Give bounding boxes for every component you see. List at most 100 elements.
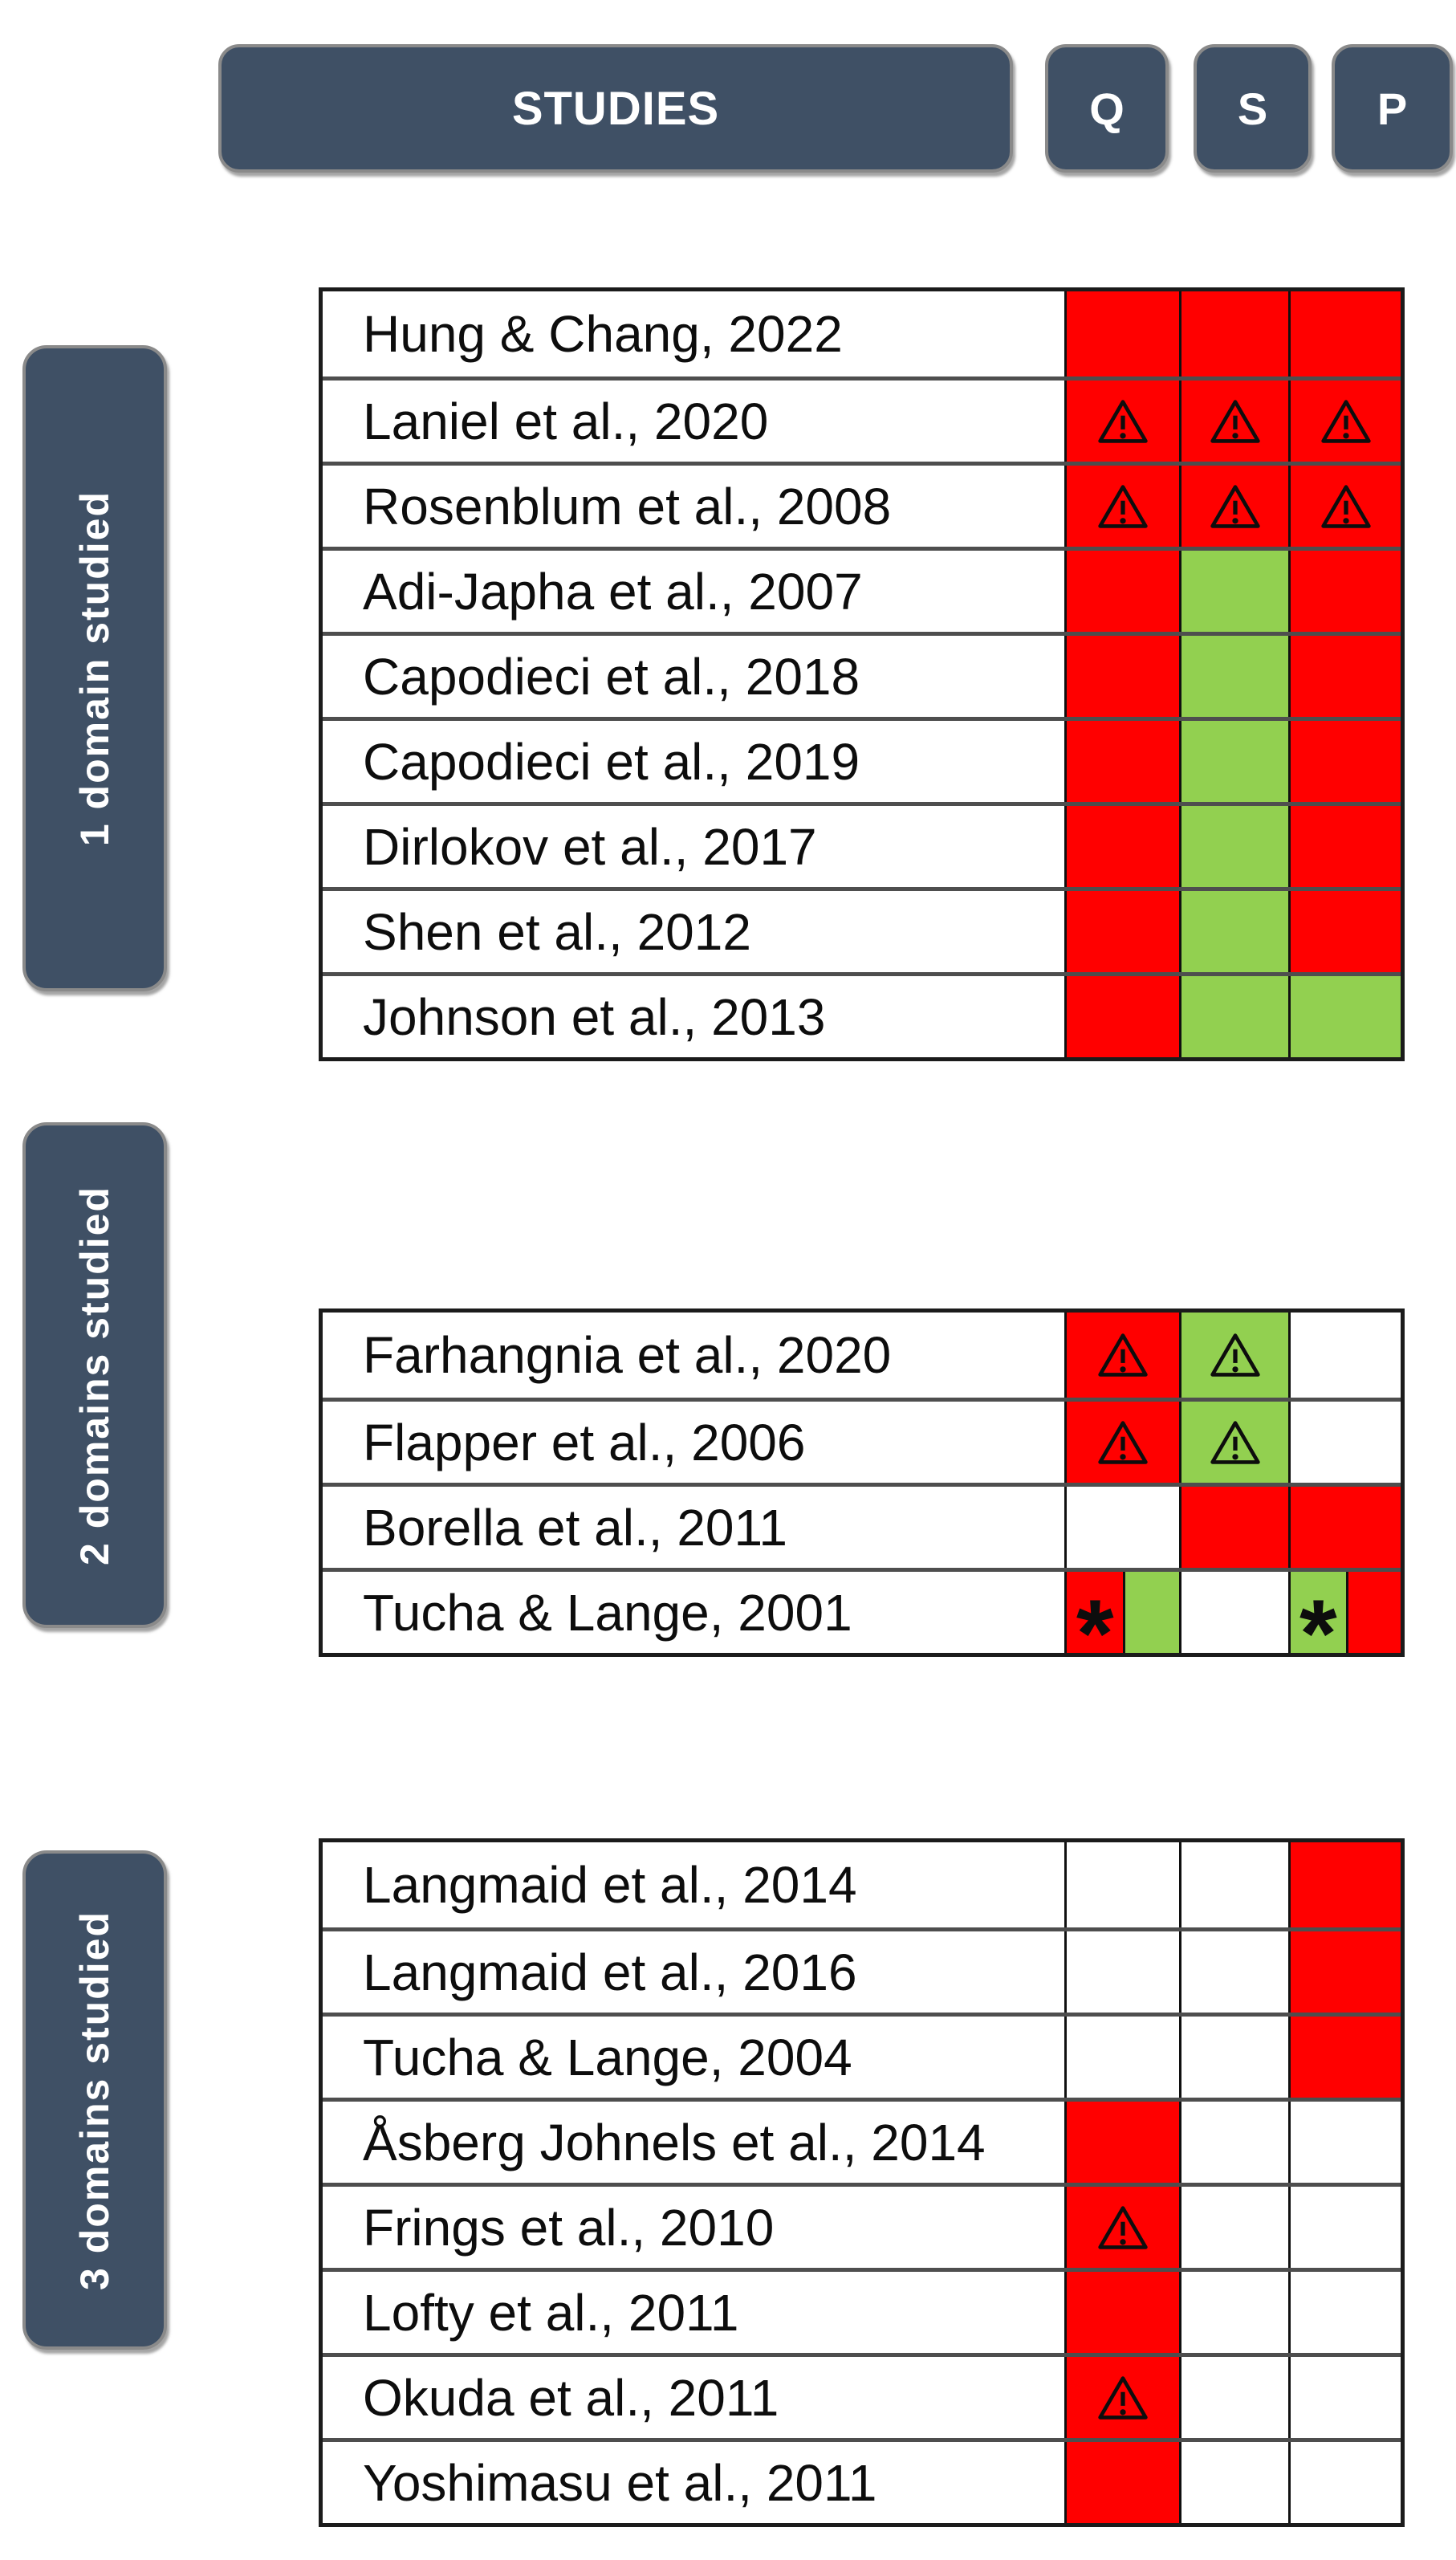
- cell-q: [1064, 466, 1180, 547]
- cell-s: [1179, 2102, 1289, 2183]
- cell-s: [1179, 721, 1289, 802]
- table-row: Shen et al., 2012: [323, 887, 1401, 972]
- warning-icon: [1098, 484, 1148, 528]
- study-name: Langmaid et al., 2014: [323, 1842, 1065, 1927]
- table-row: Tucha & Lange, 2004: [323, 2013, 1401, 2098]
- group-label-2-domains: 2 domains studied: [22, 1122, 167, 1628]
- cell-q: [1064, 2272, 1180, 2353]
- warning-icon: [1210, 484, 1260, 528]
- cell-s: [1179, 976, 1289, 1057]
- table-row: Okuda et al., 2011: [323, 2353, 1401, 2438]
- cell-s: [1179, 1931, 1289, 2013]
- cell-s: [1179, 2187, 1289, 2268]
- cell-q: [1064, 2187, 1180, 2268]
- study-name: Capodieci et al., 2019: [323, 721, 1065, 802]
- cell-q: [1064, 1487, 1180, 1568]
- cell-q: [1064, 1931, 1180, 2013]
- cell-s: [1179, 2442, 1289, 2523]
- table-row: Langmaid et al., 2014: [323, 1842, 1401, 1927]
- warning-icon: [1320, 399, 1371, 443]
- study-name: Okuda et al., 2011: [323, 2357, 1065, 2438]
- study-name: Lofty et al., 2011: [323, 2272, 1065, 2353]
- cell-p: [1288, 721, 1401, 802]
- warning-icon: [1210, 399, 1260, 443]
- cell-p: [1288, 466, 1401, 547]
- cell-p: [1288, 2187, 1401, 2268]
- warning-icon: [1320, 484, 1371, 528]
- cell-half-green: *: [1291, 1572, 1346, 1682]
- table-row: Dirlokov et al., 2017: [323, 802, 1401, 887]
- study-name: Capodieci et al., 2018: [323, 636, 1065, 717]
- column-header-p-label: P: [1377, 83, 1408, 134]
- cell-p: [1288, 1313, 1401, 1398]
- cell-q: [1064, 2357, 1180, 2438]
- cell-p: [1288, 1487, 1401, 1568]
- study-name: Farhangnia et al., 2020: [323, 1313, 1065, 1398]
- cell-p: [1288, 291, 1401, 376]
- cell-s: [1179, 2357, 1289, 2438]
- column-header-q: Q: [1045, 44, 1169, 173]
- table-row: Langmaid et al., 2016: [323, 1927, 1401, 2013]
- warning-icon: [1098, 1333, 1148, 1377]
- table-row: Flapper et al., 2006: [323, 1398, 1401, 1483]
- cell-q: [1064, 891, 1180, 972]
- study-name: Borella et al., 2011: [323, 1487, 1065, 1568]
- cell-s: [1179, 1402, 1289, 1483]
- cell-p: [1288, 1402, 1401, 1483]
- group-label-1-domain: 1 domain studied: [22, 345, 167, 991]
- study-name: Flapper et al., 2006: [323, 1402, 1065, 1483]
- cell-p: [1288, 2357, 1401, 2438]
- group-label-3-domains: 3 domains studied: [22, 1850, 167, 2350]
- study-name: Johnson et al., 2013: [323, 976, 1065, 1057]
- cell-p: [1288, 806, 1401, 887]
- cell-s: [1179, 1572, 1289, 1653]
- cell-q: [1064, 2442, 1180, 2523]
- cell-q: [1064, 1842, 1180, 1927]
- study-name: Langmaid et al., 2016: [323, 1931, 1065, 2013]
- study-name: Tucha & Lange, 2001: [323, 1572, 1065, 1653]
- cell-s: [1179, 636, 1289, 717]
- cell-s: [1179, 381, 1289, 462]
- cell-half-red: [1345, 1572, 1401, 1653]
- cell-p: [1288, 891, 1401, 972]
- table-row: Adi-Japha et al., 2007: [323, 547, 1401, 632]
- studies-header-label: STUDIES: [511, 82, 720, 135]
- cell-p: [1288, 636, 1401, 717]
- table-row: Hung & Chang, 2022: [323, 291, 1401, 376]
- cell-q: [1064, 976, 1180, 1057]
- study-name: Yoshimasu et al., 2011: [323, 2442, 1065, 2523]
- cell-s: [1179, 891, 1289, 972]
- cell-q: [1064, 381, 1180, 462]
- cell-q: [1064, 1402, 1180, 1483]
- column-header-s: S: [1194, 44, 1312, 173]
- study-name: Dirlokov et al., 2017: [323, 806, 1065, 887]
- table-row: Laniel et al., 2020: [323, 376, 1401, 462]
- cell-q: [1064, 1313, 1180, 1398]
- study-name: Frings et al., 2010: [323, 2187, 1065, 2268]
- cell-p: [1288, 551, 1401, 632]
- cell-s: [1179, 1487, 1289, 1568]
- group-label-1-domain-text: 1 domain studied: [72, 490, 117, 847]
- cell-p: [1288, 2442, 1401, 2523]
- study-name: Hung & Chang, 2022: [323, 291, 1065, 376]
- study-name: Rosenblum et al., 2008: [323, 466, 1065, 547]
- studies-header-box: STUDIES: [218, 44, 1013, 173]
- table-row: Tucha & Lange, 2001 * *: [323, 1568, 1401, 1682]
- cell-q: [1064, 2017, 1180, 2098]
- cell-p: [1288, 2272, 1401, 2353]
- cell-q: [1064, 291, 1180, 376]
- warning-icon: [1098, 399, 1148, 443]
- cell-s: [1179, 466, 1289, 547]
- warning-icon: [1098, 1420, 1148, 1464]
- table-row: Farhangnia et al., 2020: [323, 1313, 1401, 1398]
- cell-s: [1179, 1313, 1289, 1398]
- cell-q: [1064, 721, 1180, 802]
- studies-table-1-domain: Hung & Chang, 2022 Laniel et al., 2020 Ros…: [319, 287, 1405, 1061]
- cell-p: [1288, 976, 1401, 1057]
- cell-q: [1064, 2102, 1180, 2183]
- table-row: Åsberg Johnels et al., 2014: [323, 2098, 1401, 2183]
- cell-q: [1064, 636, 1180, 717]
- studies-table-3-domains: Langmaid et al., 2014 Langmaid et al., 20…: [319, 1838, 1405, 2527]
- cell-s: [1179, 2017, 1289, 2098]
